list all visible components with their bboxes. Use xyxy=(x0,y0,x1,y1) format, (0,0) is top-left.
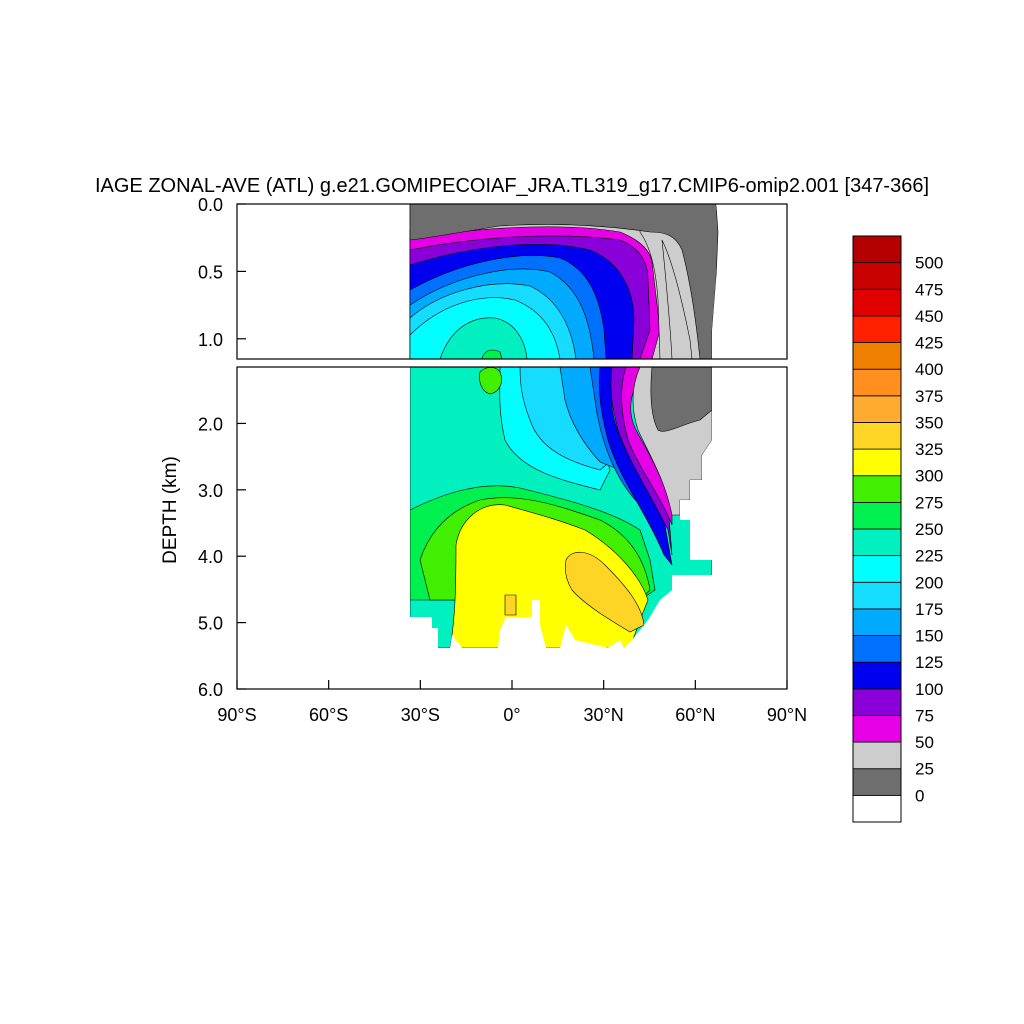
colorbar-swatch xyxy=(852,448,902,477)
colorbar-label: 225 xyxy=(915,547,943,566)
bot-right-land xyxy=(680,367,787,689)
top-band-275 xyxy=(481,349,503,359)
colorbar-label: 475 xyxy=(915,280,943,299)
top-band-0-dark xyxy=(409,204,719,359)
lower-y-tick-label: 5.0 xyxy=(198,614,223,634)
upper-panel xyxy=(409,204,787,359)
bot-band-25-dark xyxy=(650,367,713,432)
colorbar-swatch xyxy=(852,608,902,636)
colorbar-label: 150 xyxy=(915,627,943,646)
x-tick-label: 30°S xyxy=(401,705,440,725)
colorbar-swatch xyxy=(852,741,902,770)
colorbar-label: 250 xyxy=(915,520,943,539)
colorbar-swatch xyxy=(852,368,902,397)
lower-y-tick-label: 3.0 xyxy=(198,481,223,501)
bot-band-325 xyxy=(564,552,645,633)
colorbar-swatch xyxy=(852,422,902,450)
colorbar-label: 300 xyxy=(915,467,943,486)
y-axis-label: DEPTH (km) xyxy=(160,456,181,564)
colorbar-swatch xyxy=(852,581,902,610)
colorbar-swatch xyxy=(852,475,902,503)
colorbar-swatch xyxy=(852,688,902,716)
x-tick-label: 30°N xyxy=(584,705,624,725)
colorbar-label: 200 xyxy=(915,573,943,592)
chart-title: IAGE ZONAL-AVE (ATL) g.e21.GOMIPECOIAF_J… xyxy=(95,175,929,197)
colorbar-label: 175 xyxy=(915,600,943,619)
upper-y-tick-label: 0.5 xyxy=(198,262,223,282)
colorbar-label: 275 xyxy=(915,493,943,512)
colorbar-label: 0 xyxy=(915,786,924,805)
colorbar-label: 50 xyxy=(915,733,934,752)
bot-band-125 xyxy=(598,367,673,566)
x-tick-label: 90°N xyxy=(767,705,807,725)
colorbar-label: 75 xyxy=(915,706,934,725)
colorbar-swatch xyxy=(852,315,902,343)
colorbar-label: 100 xyxy=(915,680,943,699)
colorbar-label: 400 xyxy=(915,360,943,379)
colorbar-label: 350 xyxy=(915,413,943,432)
colorbar: 0 25 50 75 100 125 150 175 200 225 250 275 300 325 350… xyxy=(852,235,943,823)
top-band-250 xyxy=(439,317,528,359)
x-tick-label: 60°S xyxy=(309,705,348,725)
x-tick-label: 0° xyxy=(503,705,520,725)
colorbar-label: 125 xyxy=(915,653,943,672)
top-grey-wedge xyxy=(661,239,693,359)
upper-panel-frame xyxy=(236,203,788,360)
colorbar-swatch xyxy=(852,715,902,743)
lower-y-tick-label: 4.0 xyxy=(198,547,223,567)
colorbar-swatch xyxy=(852,661,902,690)
colorbar-swatch xyxy=(852,635,902,663)
colorbar-label: 450 xyxy=(915,307,943,326)
colorbar-swatch xyxy=(852,528,902,557)
colorbar-swatch xyxy=(852,555,902,583)
x-tick-label: 60°N xyxy=(675,705,715,725)
x-tick-label: 90°S xyxy=(217,705,256,725)
colorbar-swatch xyxy=(852,768,902,796)
lower-y-tick-label: 2.0 xyxy=(198,414,223,434)
colorbar-swatch xyxy=(852,794,902,823)
colorbar-label: 425 xyxy=(915,334,943,353)
colorbar-label: 375 xyxy=(915,387,943,406)
colorbar-swatch xyxy=(852,235,902,264)
bot-band-325-small xyxy=(504,594,517,616)
colorbar-swatch xyxy=(852,342,902,370)
colorbar-label: 325 xyxy=(915,440,943,459)
top-land-right xyxy=(712,204,787,359)
colorbar-swatch xyxy=(852,395,902,423)
colorbar-frame xyxy=(852,235,902,823)
colorbar-label: 500 xyxy=(915,254,943,273)
colorbar-swatch xyxy=(852,262,902,290)
upper-y-tick-label: 0.0 xyxy=(198,195,223,215)
lower-y-tick-label: 6.0 xyxy=(198,680,223,700)
upper-y-axis: 0.0 0.5 1.0 xyxy=(198,195,246,350)
colorbar-swatch xyxy=(852,288,902,317)
x-axis: 90°S 60°S 30°S 0° 30°N 60°N 90°N xyxy=(217,680,807,725)
bot-left-bathymetry xyxy=(237,367,410,689)
lower-y-axis: 2.0 3.0 4.0 5.0 6.0 xyxy=(198,414,246,700)
colorbar-label: 25 xyxy=(915,760,934,779)
colorbar-swatch xyxy=(852,501,902,530)
upper-y-tick-label: 1.0 xyxy=(198,330,223,350)
lower-panel xyxy=(237,367,787,689)
